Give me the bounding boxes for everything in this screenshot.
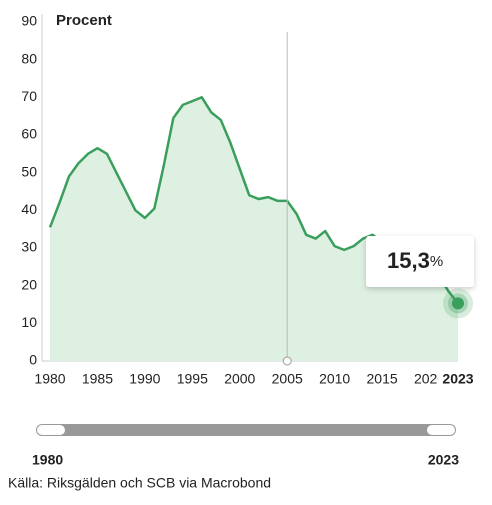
- slider-handle[interactable]: [427, 425, 455, 435]
- tooltip-unit: %: [430, 253, 443, 270]
- x-tick-label: 1980: [34, 371, 65, 387]
- x-tick-label: 2000: [224, 371, 255, 387]
- y-tick-label: 60: [21, 126, 37, 142]
- y-axis-label: Procent: [56, 12, 112, 29]
- source: Källa: Riksgälden och SCB via Macrobond: [8, 475, 271, 491]
- slider-start: 1980: [32, 452, 63, 468]
- x-tick-label: 2020: [414, 371, 445, 387]
- x-tick-label: 1990: [129, 371, 160, 387]
- x-tick-label: 2005: [272, 371, 303, 387]
- y-tick-label: 80: [21, 50, 37, 66]
- y-tick-label: 70: [21, 88, 37, 104]
- slider-track: [36, 424, 456, 436]
- tooltip-value: 15,3: [387, 248, 430, 273]
- x-tick-label: 2023: [442, 371, 473, 387]
- point: [452, 297, 464, 310]
- y-tick-label: 0: [29, 352, 37, 368]
- y-tick-label: 40: [21, 201, 37, 217]
- tick-label-bg: [438, 371, 478, 389]
- x-tick-label: 1995: [177, 371, 208, 387]
- x-tick-label: 2015: [367, 371, 398, 387]
- y-tick-label: 30: [21, 239, 37, 255]
- tooltip-text: 15,3%: [387, 248, 443, 273]
- slider-end: 2023: [428, 452, 459, 468]
- x-tick-label: 1985: [82, 371, 113, 387]
- slider-handle[interactable]: [37, 425, 65, 435]
- y-tick-label: 20: [21, 276, 37, 292]
- cursor-handle: [282, 356, 292, 366]
- y-tick-label: 10: [21, 314, 37, 330]
- y-tick-label: 50: [21, 163, 37, 179]
- y-tick-label: 90: [21, 13, 37, 29]
- area: [50, 97, 458, 361]
- x-tick-label: 2010: [319, 371, 350, 387]
- tooltip-box: [366, 236, 474, 287]
